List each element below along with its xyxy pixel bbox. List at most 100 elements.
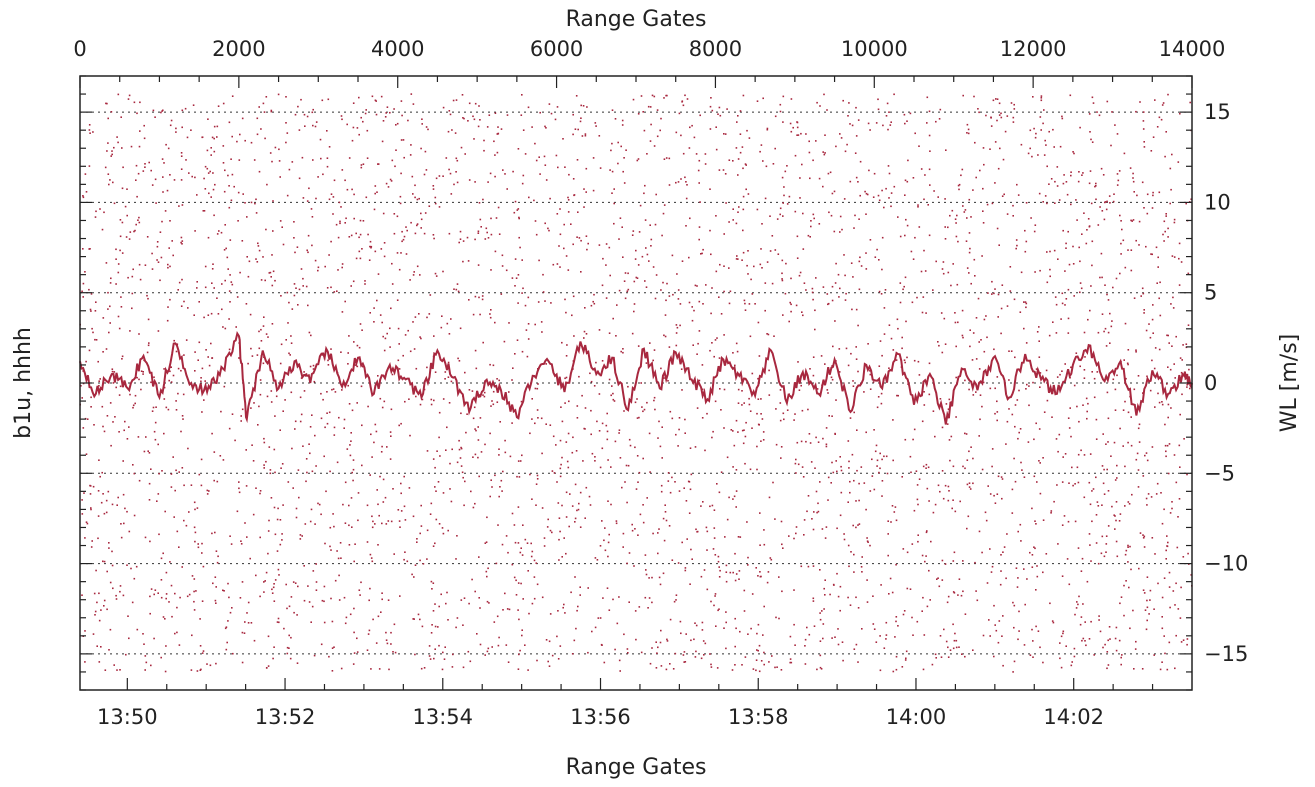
scatter-point bbox=[861, 556, 863, 558]
scatter-point bbox=[1036, 331, 1039, 333]
scatter-point bbox=[843, 254, 845, 256]
scatter-point bbox=[170, 366, 172, 368]
scatter-point bbox=[528, 612, 530, 615]
scatter-point bbox=[719, 388, 721, 390]
scatter-point bbox=[457, 290, 460, 293]
scatter-point bbox=[138, 333, 140, 335]
scatter-point bbox=[201, 542, 203, 545]
scatter-point bbox=[100, 501, 103, 504]
scatter-point bbox=[1135, 458, 1138, 461]
scatter-point bbox=[339, 222, 341, 225]
scatter-point bbox=[680, 178, 682, 180]
scatter-point bbox=[1169, 202, 1171, 205]
scatter-point bbox=[213, 214, 215, 217]
scatter-point bbox=[780, 520, 783, 523]
scatter-point bbox=[543, 537, 546, 539]
scatter-point bbox=[1083, 454, 1086, 456]
scatter-point bbox=[738, 578, 740, 580]
scatter-point bbox=[153, 637, 155, 640]
scatter-point bbox=[760, 398, 762, 400]
scatter-point bbox=[473, 118, 476, 121]
scatter-point bbox=[1168, 342, 1170, 344]
scatter-point bbox=[1094, 185, 1096, 188]
scatter-point bbox=[835, 460, 837, 462]
scatter-point bbox=[760, 440, 762, 442]
scatter-point bbox=[301, 156, 304, 159]
scatter-point bbox=[1123, 614, 1125, 617]
scatter-point bbox=[1061, 115, 1063, 118]
scatter-point bbox=[463, 597, 466, 599]
scatter-point bbox=[709, 105, 712, 108]
scatter-point bbox=[180, 369, 182, 372]
scatter-point bbox=[547, 227, 549, 230]
scatter-point bbox=[1053, 500, 1055, 503]
scatter-point bbox=[822, 151, 824, 153]
scatter-point bbox=[866, 193, 869, 196]
scatter-point bbox=[656, 109, 659, 111]
scatter-point bbox=[581, 135, 584, 137]
scatter-point bbox=[246, 536, 248, 538]
scatter-point bbox=[818, 177, 821, 180]
scatter-point bbox=[1120, 656, 1122, 659]
scatter-point bbox=[1141, 181, 1144, 184]
scatter-point bbox=[991, 293, 993, 295]
scatter-point bbox=[215, 662, 217, 665]
scatter-point bbox=[317, 269, 319, 272]
scatter-point bbox=[423, 667, 426, 669]
scatter-point bbox=[989, 635, 991, 637]
scatter-point bbox=[684, 94, 686, 97]
scatter-point bbox=[659, 641, 662, 644]
scatter-point bbox=[429, 513, 432, 515]
scatter-point bbox=[474, 428, 476, 430]
scatter-point bbox=[456, 181, 459, 184]
scatter-point bbox=[357, 492, 360, 494]
scatter-point bbox=[479, 313, 481, 316]
scatter-point bbox=[1166, 334, 1168, 337]
scatter-point bbox=[726, 456, 729, 459]
scatter-point bbox=[296, 662, 299, 664]
scatter-point bbox=[809, 177, 811, 180]
scatter-point bbox=[860, 466, 863, 468]
scatter-point bbox=[878, 471, 880, 474]
scatter-point bbox=[175, 400, 177, 402]
scatter-point bbox=[934, 653, 937, 656]
scatter-point bbox=[1141, 668, 1144, 670]
scatter-point bbox=[315, 465, 317, 467]
scatter-point bbox=[489, 432, 491, 435]
scatter-point bbox=[909, 588, 912, 590]
scatter-point bbox=[259, 379, 262, 381]
scatter-point bbox=[95, 569, 97, 572]
scatter-point bbox=[616, 622, 619, 625]
scatter-point bbox=[274, 533, 277, 536]
scatter-point bbox=[759, 544, 761, 546]
scatter-point bbox=[723, 265, 725, 267]
scatter-point bbox=[434, 486, 436, 488]
scatter-point bbox=[400, 100, 403, 102]
scatter-point bbox=[360, 164, 363, 166]
scatter-point bbox=[1031, 507, 1033, 510]
scatter-point bbox=[1154, 406, 1156, 408]
y-right-tick-label: 0 bbox=[1204, 371, 1217, 395]
scatter-point bbox=[645, 247, 647, 249]
scatter-point bbox=[839, 231, 841, 233]
scatter-point bbox=[795, 472, 797, 474]
scatter-point bbox=[1143, 546, 1146, 548]
scatter-point bbox=[735, 258, 738, 260]
scatter-point bbox=[326, 130, 328, 132]
scatter-point bbox=[391, 283, 394, 285]
scatter-point bbox=[165, 645, 167, 647]
scatter-point bbox=[745, 421, 747, 424]
scatter-point bbox=[1175, 634, 1177, 637]
scatter-point bbox=[997, 641, 1000, 644]
scatter-point bbox=[1161, 403, 1164, 406]
scatter-point bbox=[199, 645, 202, 647]
scatter-point bbox=[587, 242, 589, 245]
scatter-point bbox=[169, 298, 171, 301]
scatter-point bbox=[126, 564, 128, 566]
scatter-point bbox=[563, 603, 565, 606]
scatter-point bbox=[1167, 93, 1169, 96]
scatter-point bbox=[686, 538, 688, 540]
scatter-point bbox=[302, 445, 304, 447]
scatter-point bbox=[654, 297, 657, 300]
scatter-point bbox=[263, 467, 265, 469]
